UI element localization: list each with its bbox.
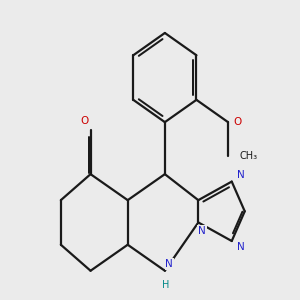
Text: N: N xyxy=(237,242,245,252)
Text: CH₃: CH₃ xyxy=(239,151,257,160)
Text: H: H xyxy=(162,280,169,290)
Text: N: N xyxy=(198,226,206,236)
Text: N: N xyxy=(165,259,173,269)
Text: N: N xyxy=(237,170,245,180)
Text: O: O xyxy=(81,116,89,126)
Text: O: O xyxy=(233,117,242,127)
